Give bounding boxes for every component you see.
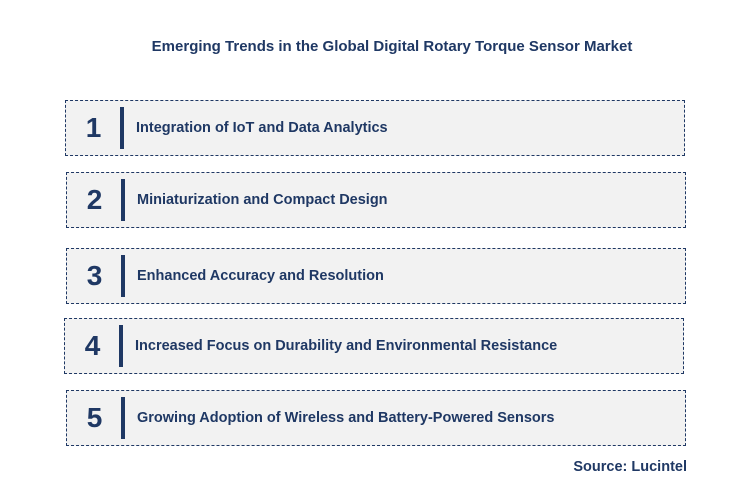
- trend-label: Miniaturization and Compact Design: [137, 192, 388, 208]
- trend-divider-bar: [121, 397, 125, 439]
- diagram-title: Emerging Trends in the Global Digital Ro…: [151, 38, 633, 55]
- trend-number: 2: [86, 184, 103, 215]
- trend-number: 1: [85, 112, 102, 143]
- trend-divider-bar: [121, 179, 125, 221]
- trend-label: Increased Focus on Durability and Enviro…: [135, 338, 558, 354]
- trend-number: 3: [86, 260, 103, 291]
- trend-divider-bar: [119, 325, 123, 367]
- trend-label: Enhanced Accuracy and Resolution: [137, 268, 384, 284]
- trend-label: Growing Adoption of Wireless and Battery…: [137, 410, 555, 426]
- trend-number: 4: [84, 330, 101, 361]
- trend-item-4: 4 Increased Focus on Durability and Envi…: [64, 318, 684, 374]
- trend-item-2: 2 Miniaturization and Compact Design: [66, 172, 686, 228]
- trend-number: 5: [86, 402, 103, 433]
- source-credit: Source: Lucintel: [573, 459, 687, 475]
- trend-item-1: 1 Integration of IoT and Data Analytics: [65, 100, 685, 156]
- trend-item-3: 3 Enhanced Accuracy and Resolution: [66, 248, 686, 304]
- trend-label: Integration of IoT and Data Analytics: [136, 120, 388, 136]
- trend-item-5: 5 Growing Adoption of Wireless and Batte…: [66, 390, 686, 446]
- trend-divider-bar: [120, 107, 124, 149]
- trend-divider-bar: [121, 255, 125, 297]
